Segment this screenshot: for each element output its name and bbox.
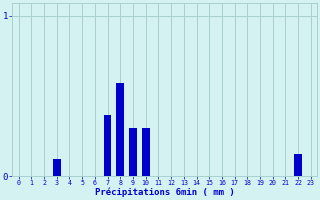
- Bar: [142, 128, 149, 176]
- Bar: [116, 83, 124, 176]
- Bar: [104, 115, 111, 176]
- Bar: [129, 128, 137, 176]
- Bar: [53, 159, 60, 176]
- Bar: [294, 154, 302, 176]
- X-axis label: Précipitations 6min ( mm ): Précipitations 6min ( mm ): [95, 188, 235, 197]
